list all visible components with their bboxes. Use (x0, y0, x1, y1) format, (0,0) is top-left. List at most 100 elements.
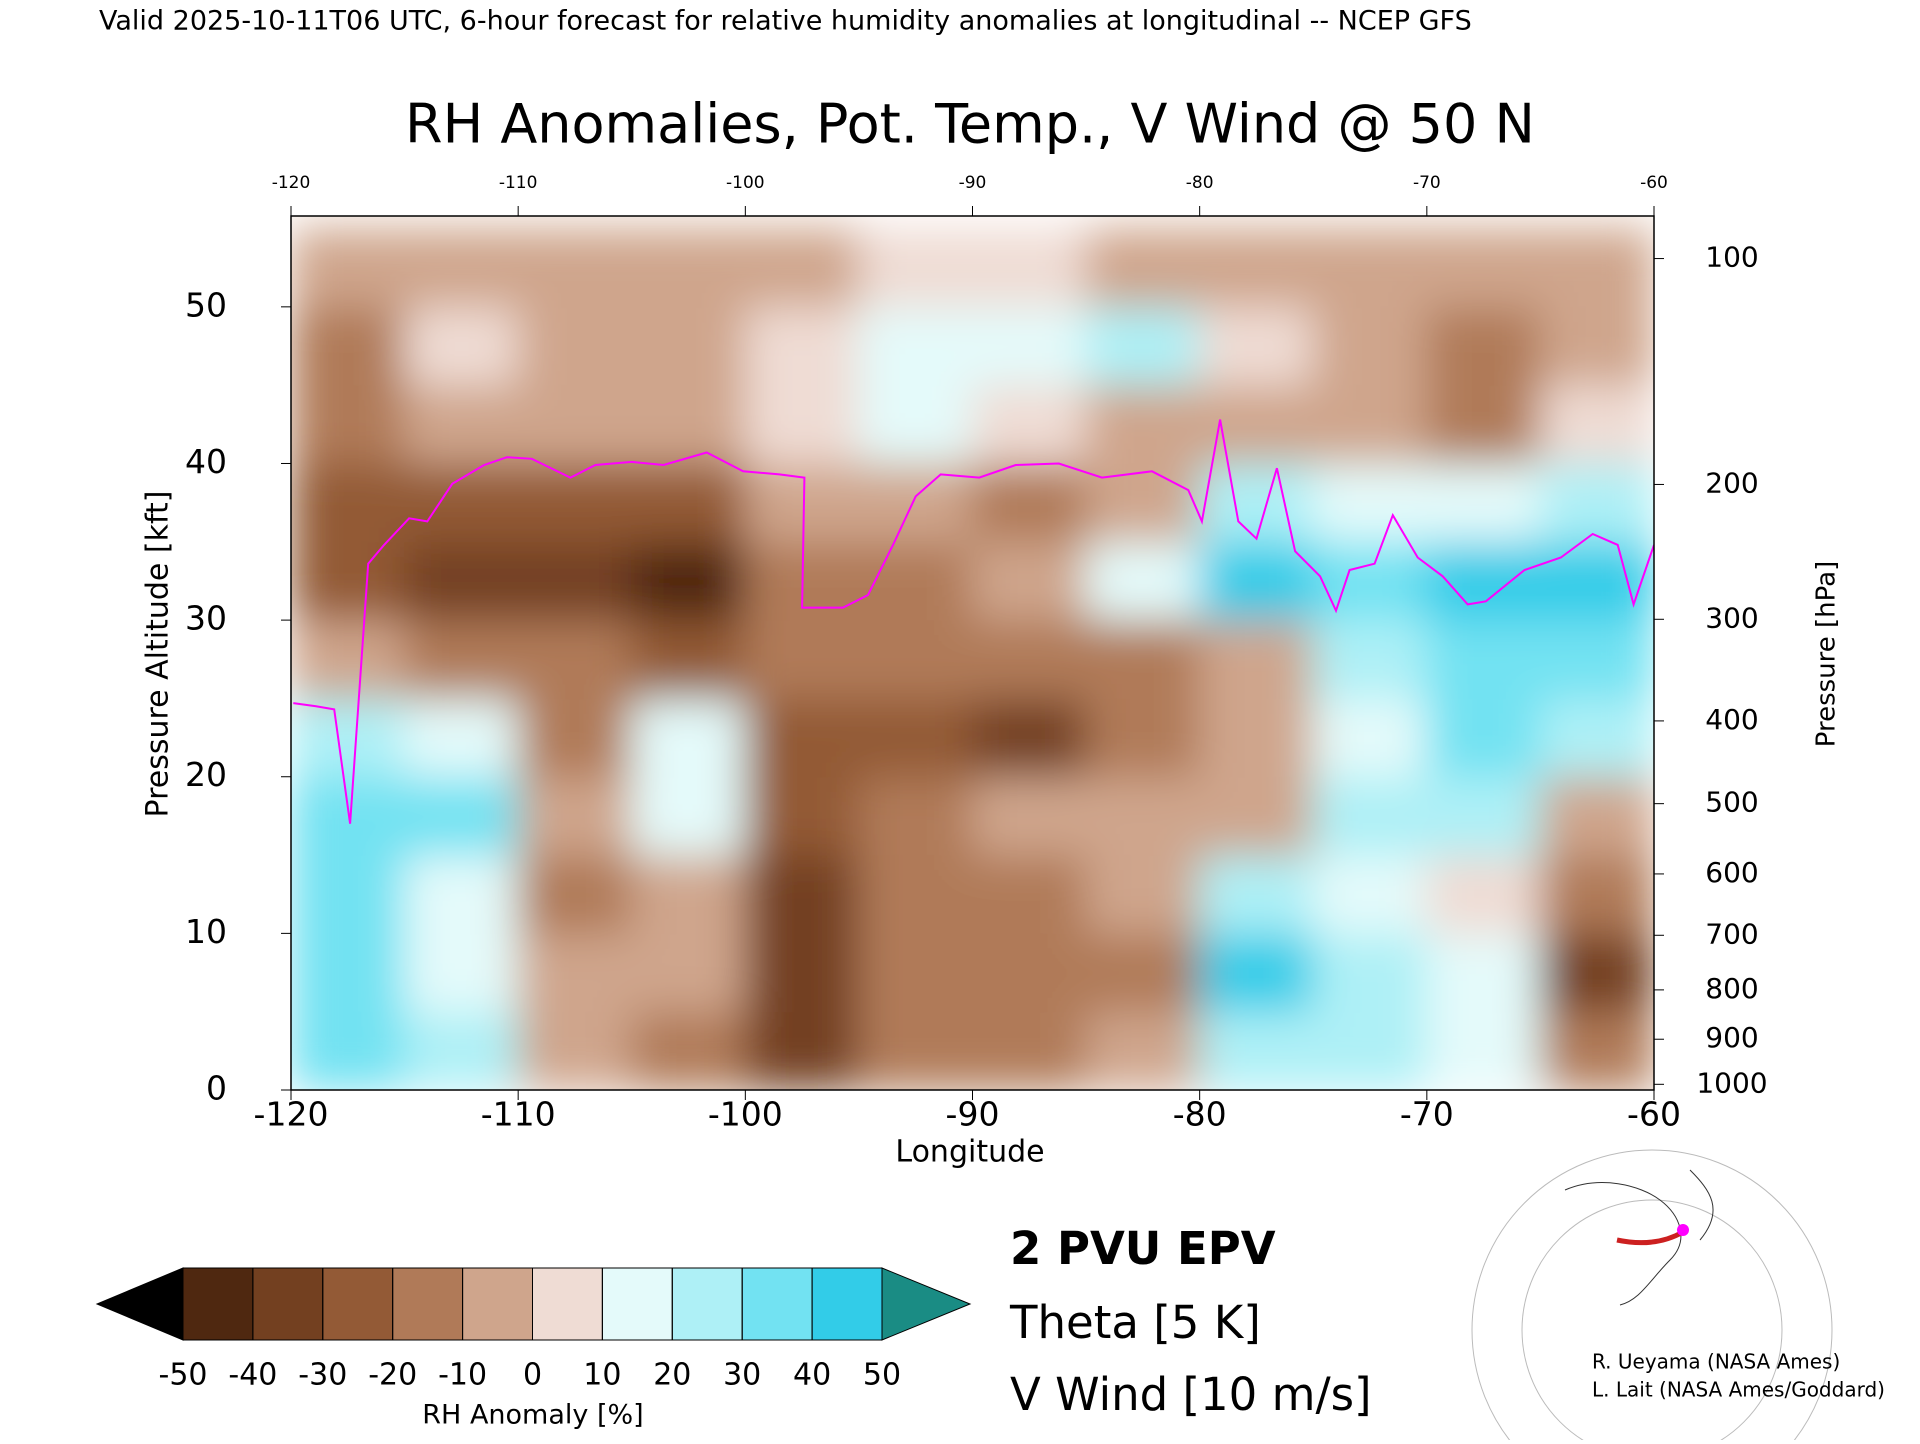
map-graticule (1471, 1149, 1833, 1444)
map-section (1616, 1229, 1685, 1246)
heatmap-cell (744, 776, 860, 856)
y2-tick-label: 800 (1705, 972, 1758, 1005)
heatmap-cell (744, 854, 860, 934)
heatmap-cell (858, 854, 973, 934)
heatmap-cell (744, 619, 860, 699)
colorbar-swatch (182, 1267, 254, 1341)
colorbar-label: RH Anomaly [%] (422, 1400, 643, 1431)
colorbar-tick-label: -50 (159, 1358, 208, 1393)
heatmap-cell (744, 697, 860, 778)
heatmap-cell (291, 462, 406, 543)
heatmap-cell (1085, 854, 1201, 934)
heatmap-cell (517, 306, 633, 386)
header: Valid 2025-10-11T06 UTC, 6-hour forecast… (99, 6, 1472, 37)
heatmap-cell (1085, 1011, 1201, 1090)
heatmap-cell (291, 384, 406, 464)
heatmap-cell (1426, 619, 1541, 699)
y2-tick-label: 300 (1705, 601, 1758, 634)
y2-tick-label: 500 (1705, 786, 1758, 819)
heatmap-cell (404, 228, 519, 308)
heatmap-cell (858, 228, 973, 308)
y2-tick-label: 1000 (1696, 1066, 1767, 1099)
colorbar-swatch (462, 1267, 534, 1341)
heatmap-cell (1085, 619, 1201, 699)
heatmap-cell (1539, 776, 1654, 856)
heatmap-cell (291, 854, 406, 934)
colorbar-tick-label: 0 (523, 1358, 542, 1393)
heatmap-cell (1312, 776, 1428, 856)
heatmap-cell (1539, 1011, 1654, 1090)
x-top-tick-label: -60 (1640, 173, 1668, 193)
colorbar-swatch (322, 1267, 394, 1341)
heatmap-cell (972, 541, 1087, 621)
heatmap-cell (972, 854, 1087, 934)
colorbar-swatch (392, 1267, 464, 1341)
heatmap-cell (1085, 306, 1201, 386)
heatmap-cell (744, 384, 860, 464)
colorbar-tick-label: -10 (438, 1358, 487, 1393)
heatmap-cell (972, 1011, 1087, 1090)
heatmap-cell (631, 932, 746, 1013)
y2-tick-label: 900 (1705, 1021, 1758, 1054)
heatmap-cell (631, 306, 746, 386)
heatmap-cell (858, 541, 973, 621)
heatmap-cell (1199, 619, 1314, 699)
y-tick-label: 0 (206, 1069, 227, 1108)
y2-tick-label: 100 (1705, 241, 1758, 274)
heatmap-cell (404, 697, 519, 778)
heatmap-cell (291, 619, 406, 699)
x-top-tick-label: -100 (726, 173, 765, 193)
colorbar-under (95, 1267, 184, 1341)
heatmap-cell (1312, 384, 1428, 464)
heatmap-cell (517, 697, 633, 778)
heatmap-cell (858, 932, 973, 1013)
heatmap-cell (517, 228, 633, 308)
heatmap-cell (404, 462, 519, 543)
heatmap-cell (1426, 541, 1541, 621)
heatmap-cell (517, 1011, 633, 1090)
colorbar-tick-label: 20 (653, 1358, 691, 1393)
legend-entry: 2 PVU EPV (1010, 1222, 1276, 1275)
heatmap-cell (517, 932, 633, 1013)
heatmap-cell (1085, 462, 1201, 543)
heatmap-cell (631, 462, 746, 543)
credit: R. Ueyama (NASA Ames) (1592, 1350, 1840, 1374)
heatmap-cell (1199, 228, 1314, 308)
heatmap-cell (1085, 697, 1201, 778)
y-tick-label: 50 (185, 285, 227, 324)
x-tick-label: -100 (708, 1095, 783, 1134)
axes: -120 -120 -110 -110 -100 -100 -90 -90 -80 -80 -70 -… (185, 173, 1768, 1134)
map-coastline (1564, 1169, 1714, 1306)
heatmap-cell (858, 384, 973, 464)
heatmap-cell (1312, 697, 1428, 778)
credit: L. Lait (NASA Ames/Goddard) (1592, 1378, 1885, 1402)
heatmap-cell (1199, 932, 1314, 1013)
heatmap-cell (1539, 619, 1654, 699)
heatmap-cell (1539, 462, 1654, 543)
heatmap-cell (404, 776, 519, 856)
heatmap-cell (858, 776, 973, 856)
heatmap-cell (1426, 932, 1541, 1013)
heatmap-cell (972, 306, 1087, 386)
lines (293, 419, 1654, 824)
y2-axis-label: Pressure [hPa] (1812, 561, 1842, 748)
x-top-tick-label: -110 (499, 173, 538, 193)
legend: Theta [5 K] V Wind [10 m/s] (1009, 1296, 1372, 1421)
heatmap-cell (1199, 697, 1314, 778)
heatmap-cell (631, 541, 746, 621)
heatmap-cell (1426, 697, 1541, 778)
heatmap-cell (1539, 306, 1654, 386)
inset-map (1471, 1149, 1833, 1444)
heatmap-cell (404, 384, 519, 464)
heatmap-cell (1426, 228, 1541, 308)
heatmap-cell (1426, 1011, 1541, 1090)
heatmap-cell (972, 384, 1087, 464)
heatmap-cell (404, 854, 519, 934)
heatmap-cell (1085, 932, 1201, 1013)
y-axis-label: Pressure Altitude [kft] (141, 491, 176, 818)
heatmap-cell (1539, 932, 1654, 1013)
colorbar: -50 -40 -30 -20 -10 0 10 20 30 40 50 (95, 1267, 972, 1393)
heatmap-cell (517, 854, 633, 934)
heatmap-cell (972, 776, 1087, 856)
series-line (293, 419, 1654, 824)
